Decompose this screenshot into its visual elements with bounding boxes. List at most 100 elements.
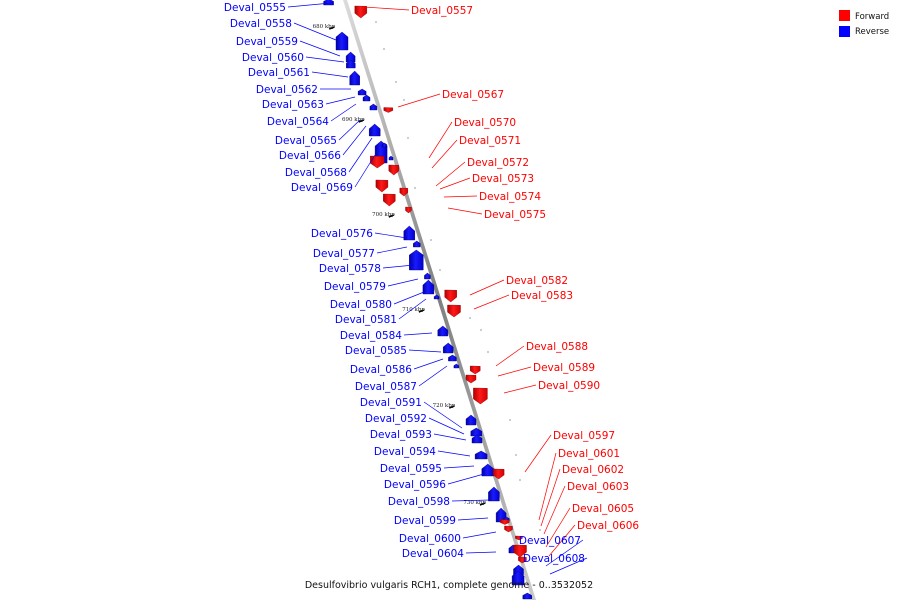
reverse-gene-label[interactable]: Deval_0558 bbox=[230, 18, 292, 30]
reverse-gene-label[interactable]: Deval_0608 bbox=[523, 553, 585, 565]
reverse-gene-label[interactable]: Deval_0586 bbox=[350, 364, 412, 376]
forward-gene-label[interactable]: Deval_0582 bbox=[506, 275, 568, 287]
forward-gene-arrow[interactable] bbox=[383, 193, 396, 207]
reverse-gene-arrow[interactable] bbox=[481, 463, 494, 477]
reverse-gene-label[interactable]: Deval_0600 bbox=[399, 533, 461, 545]
reverse-gene-arrow[interactable] bbox=[362, 94, 371, 102]
forward-gene-label[interactable]: Deval_0574 bbox=[479, 191, 541, 203]
forward-gene-arrow[interactable] bbox=[370, 155, 385, 169]
reverse-gene-label[interactable]: Deval_0598 bbox=[388, 496, 450, 508]
reverse-gene-arrow[interactable] bbox=[346, 59, 356, 69]
forward-gene-label[interactable]: Deval_0602 bbox=[562, 464, 624, 476]
forward-gene-arrow[interactable] bbox=[465, 374, 477, 384]
reverse-gene-arrow[interactable] bbox=[388, 155, 394, 161]
reverse-gene-label[interactable]: Deval_0594 bbox=[374, 446, 436, 458]
forward-gene-arrow[interactable] bbox=[375, 179, 389, 193]
reverse-gene-arrow[interactable] bbox=[511, 570, 525, 586]
reverse-gene-arrow[interactable] bbox=[422, 279, 435, 295]
forward-gene-arrow[interactable] bbox=[500, 519, 510, 525]
forward-gene-arrow[interactable] bbox=[399, 187, 408, 197]
reverse-gene-label[interactable]: Deval_0564 bbox=[267, 116, 329, 128]
reverse-gene-arrow[interactable] bbox=[424, 272, 431, 280]
reverse-gene-arrow[interactable] bbox=[471, 434, 483, 444]
reverse-gene-label[interactable]: Deval_0579 bbox=[324, 281, 386, 293]
forward-gene-label[interactable]: Deval_0567 bbox=[442, 89, 504, 101]
reverse-gene-label[interactable]: Deval_0585 bbox=[345, 345, 407, 357]
reverse-gene-arrow[interactable] bbox=[443, 342, 454, 354]
reverse-gene-label[interactable]: Deval_0561 bbox=[248, 67, 310, 79]
reverse-gene-label[interactable]: Deval_0592 bbox=[365, 413, 427, 425]
reverse-gene-arrow[interactable] bbox=[369, 123, 381, 137]
reverse-gene-arrow[interactable] bbox=[474, 450, 488, 460]
forward-gene-arrow[interactable] bbox=[383, 107, 393, 113]
reverse-gene-label[interactable]: Deval_0565 bbox=[275, 135, 337, 147]
reverse-gene-arrow[interactable] bbox=[357, 88, 367, 96]
forward-gene-arrow[interactable] bbox=[504, 525, 513, 533]
reverse-gene-arrow[interactable] bbox=[409, 249, 424, 271]
reverse-gene-arrow[interactable] bbox=[437, 325, 448, 337]
reverse-gene-arrow[interactable] bbox=[522, 592, 532, 600]
reverse-gene-label[interactable]: Deval_0562 bbox=[256, 84, 318, 96]
reverse-gene-label[interactable]: Deval_0581 bbox=[335, 314, 397, 326]
forward-gene-label[interactable]: Deval_0590 bbox=[538, 380, 600, 392]
forward-gene-label[interactable]: Deval_0570 bbox=[454, 117, 516, 129]
reverse-gene-label[interactable]: Deval_0587 bbox=[355, 381, 417, 393]
forward-gene-label[interactable]: Deval_0601 bbox=[558, 448, 620, 460]
forward-gene-label[interactable]: Deval_0557 bbox=[411, 5, 473, 17]
reverse-gene-label[interactable]: Deval_0593 bbox=[370, 429, 432, 441]
forward-gene-arrow[interactable] bbox=[447, 304, 461, 318]
forward-gene-arrow[interactable] bbox=[518, 556, 527, 564]
reverse-gene-label[interactable]: Deval_0560 bbox=[242, 52, 304, 64]
reverse-gene-label[interactable]: Deval_0591 bbox=[360, 397, 422, 409]
reverse-gene-label[interactable]: Deval_0569 bbox=[291, 182, 353, 194]
reverse-gene-label[interactable]: Deval_0559 bbox=[236, 36, 298, 48]
forward-gene-label[interactable]: Deval_0597 bbox=[553, 430, 615, 442]
reverse-gene-arrow[interactable] bbox=[403, 225, 415, 241]
reverse-gene-arrow[interactable] bbox=[335, 31, 349, 51]
reverse-gene-label[interactable]: Deval_0595 bbox=[380, 463, 442, 475]
forward-gene-label[interactable]: Deval_0603 bbox=[567, 481, 629, 493]
forward-gene-arrow[interactable] bbox=[354, 5, 367, 19]
reverse-gene-label[interactable]: Deval_0563 bbox=[262, 99, 324, 111]
forward-gene-label[interactable]: Deval_0572 bbox=[467, 157, 529, 169]
reverse-gene-label[interactable]: Deval_0599 bbox=[394, 515, 456, 527]
reverse-gene-arrow[interactable] bbox=[323, 0, 334, 6]
reverse-gene-arrow[interactable] bbox=[465, 414, 477, 426]
forward-gene-arrow[interactable] bbox=[492, 468, 505, 480]
reverse-gene-label[interactable]: Deval_0555 bbox=[224, 2, 286, 14]
reverse-gene-label[interactable]: Deval_0578 bbox=[319, 263, 381, 275]
reverse-gene-arrow[interactable] bbox=[453, 363, 460, 369]
forward-gene-label[interactable]: Deval_0575 bbox=[484, 209, 546, 221]
label-leader-line bbox=[465, 551, 497, 554]
reverse-gene-label[interactable]: Deval_0584 bbox=[340, 330, 402, 342]
reverse-gene-arrow[interactable] bbox=[448, 354, 457, 362]
forward-gene-arrow[interactable] bbox=[405, 206, 412, 214]
forward-gene-label[interactable]: Deval_0588 bbox=[526, 341, 588, 353]
reverse-gene-arrow[interactable] bbox=[488, 486, 500, 502]
reverse-gene-label[interactable]: Deval_0566 bbox=[279, 150, 341, 162]
forward-gene-arrow[interactable] bbox=[515, 535, 523, 541]
forward-gene-label[interactable]: Deval_0605 bbox=[572, 503, 634, 515]
forward-gene-label[interactable]: Deval_0583 bbox=[511, 290, 573, 302]
reverse-gene-arrow[interactable] bbox=[381, 142, 388, 148]
forward-gene-label[interactable]: Deval_0589 bbox=[533, 362, 595, 374]
forward-gene-arrow[interactable] bbox=[444, 289, 457, 303]
reverse-gene-arrow[interactable] bbox=[433, 294, 440, 300]
reverse-gene-arrow[interactable] bbox=[369, 103, 378, 111]
reverse-gene-label[interactable]: Deval_0607 bbox=[519, 535, 581, 547]
forward-gene-label[interactable]: Deval_0606 bbox=[577, 520, 639, 532]
reverse-gene-label[interactable]: Deval_0577 bbox=[313, 248, 375, 260]
reverse-gene-label[interactable]: Deval_0596 bbox=[384, 479, 446, 491]
forward-gene-arrow[interactable] bbox=[470, 365, 481, 375]
reverse-gene-label[interactable]: Deval_0568 bbox=[285, 167, 347, 179]
reverse-gene-arrow[interactable] bbox=[413, 240, 421, 248]
reverse-gene-label[interactable]: Deval_0604 bbox=[402, 548, 464, 560]
forward-gene-arrow[interactable] bbox=[388, 164, 399, 176]
forward-gene-label[interactable]: Deval_0573 bbox=[472, 173, 534, 185]
reverse-gene-label[interactable]: Deval_0580 bbox=[330, 299, 392, 311]
reverse-gene-label[interactable]: Deval_0576 bbox=[311, 228, 373, 240]
forward-gene-arrow[interactable] bbox=[513, 544, 527, 558]
forward-gene-arrow[interactable] bbox=[473, 387, 488, 405]
forward-gene-label[interactable]: Deval_0571 bbox=[459, 135, 521, 147]
reverse-gene-arrow[interactable] bbox=[349, 70, 360, 86]
